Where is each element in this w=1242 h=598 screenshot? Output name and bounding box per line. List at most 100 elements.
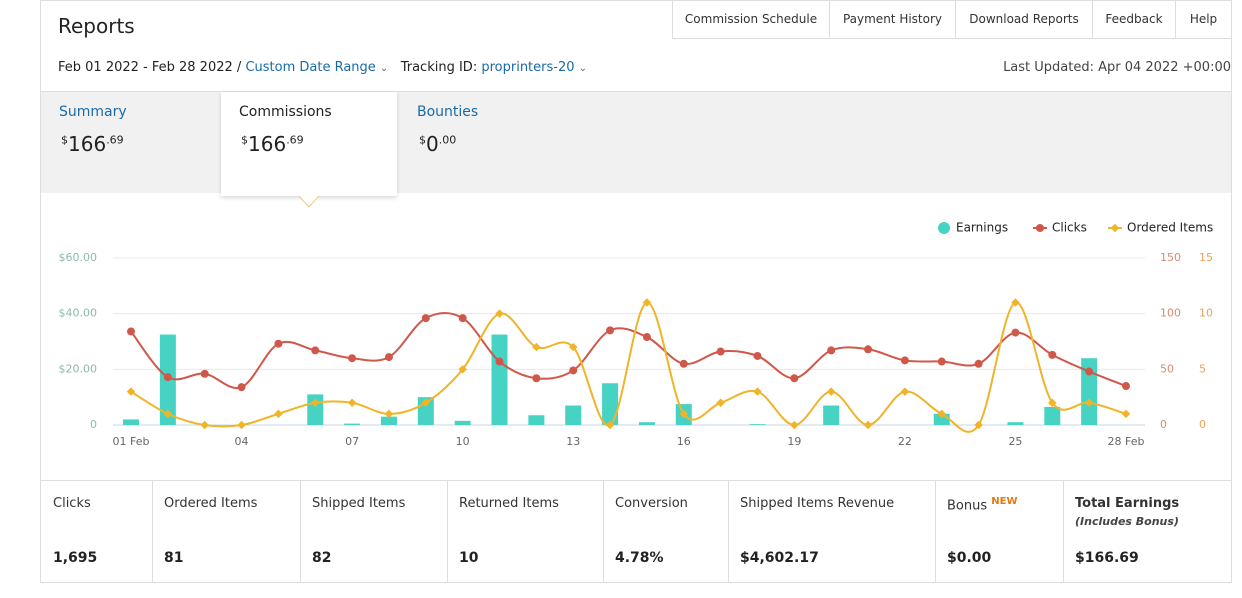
stat: Conversion 4.78% [603, 481, 729, 582]
item-marker [716, 398, 725, 407]
y3-tick-label: 0 [1199, 418, 1206, 431]
click-marker [827, 346, 836, 355]
stat: Ordered Items 81 [152, 481, 301, 582]
y-tick-label: $40.00 [59, 307, 98, 320]
chart: 0 $20.00 $40.00 $60.00 0 50 100 150 0 5 10 15 01 Feb… [59, 195, 1213, 448]
x-tick-label: 07 [345, 435, 359, 448]
click-marker [384, 353, 393, 362]
x-tick-label: 16 [677, 435, 691, 448]
y-tick-label: 0 [90, 418, 97, 431]
nav-button[interactable]: Download Reports [955, 0, 1093, 39]
stat: Clicks 1,695 [41, 481, 153, 582]
fraction: .00 [438, 133, 457, 147]
click-marker [606, 326, 615, 335]
click-marker [421, 314, 430, 323]
stat-header-text: Bonus [947, 498, 988, 514]
y2-tick-label: 0 [1160, 418, 1167, 431]
click-marker [900, 356, 909, 365]
earnings-bar [749, 424, 766, 425]
click-marker [200, 369, 209, 378]
tab[interactable]: Bounties $0.00 [399, 92, 575, 193]
page-title: Reports [58, 14, 135, 38]
earnings-bar [528, 415, 545, 425]
item-marker [384, 409, 394, 419]
tab[interactable]: Commissions $166.69 [221, 92, 397, 196]
earnings-bar [933, 413, 950, 425]
item-marker [274, 409, 283, 419]
stat: Total Earnings (Includes Bonus) $166.69 [1063, 481, 1231, 582]
currency: $ [241, 133, 248, 147]
click-marker [1048, 350, 1057, 359]
y-tick-label: $60.00 [59, 251, 98, 264]
tab-label: Bounties [417, 104, 479, 120]
new-badge: NEW [991, 496, 1018, 507]
click-marker [237, 383, 246, 392]
click-marker [163, 373, 172, 382]
whole: 0 [426, 132, 439, 156]
tab-amount: $166.69 [61, 132, 124, 156]
stat: Returned Items 10 [447, 481, 604, 582]
stat: Bonus NEW $0.00 [935, 481, 1064, 582]
x-tick-label: 13 [566, 435, 580, 448]
tracking-label: Tracking ID: [400, 60, 478, 75]
item-marker [163, 409, 173, 419]
item-marker [126, 387, 136, 396]
item-marker [1048, 398, 1057, 407]
x-tick-label: 28 Feb [1108, 435, 1145, 448]
last-updated: Last Updated: Apr 04 2022 +00:00 [1003, 60, 1231, 75]
stats-table: Clicks 1,695 Ordered Items 81 Shipped Item… [41, 480, 1231, 582]
stat-value: $4,602.17 [740, 550, 819, 566]
stat-header: Bonus NEW [947, 496, 1018, 513]
item-marker [1084, 398, 1094, 407]
click-marker [127, 327, 135, 336]
item-marker [311, 398, 320, 407]
y3-tick-label: 10 [1199, 307, 1213, 320]
click-marker [311, 346, 320, 355]
date-range-link[interactable]: Custom Date Range [245, 60, 376, 75]
report-card [40, 0, 1232, 583]
stat-header: Shipped Items Revenue [740, 496, 895, 511]
item-marker [679, 409, 689, 419]
tab-pointer [298, 195, 320, 208]
date-line: Feb 01 2022 - Feb 28 2022 / Custom Date … [58, 60, 588, 75]
click-marker [753, 351, 762, 360]
legend-swatch [938, 222, 950, 234]
tab-amount: $166.69 [241, 132, 304, 156]
legend-swatch [1036, 224, 1044, 232]
stat-value: 10 [459, 550, 479, 566]
item-marker [458, 365, 467, 374]
earnings-bar [1007, 422, 1024, 425]
y3-tick-label: 15 [1199, 251, 1213, 264]
item-marker [863, 420, 873, 430]
item-marker [974, 420, 983, 430]
nav-button[interactable]: Commission Schedule [672, 0, 830, 39]
x-tick-label: 04 [235, 435, 249, 448]
earnings-bar [1044, 406, 1061, 425]
click-marker [348, 354, 357, 363]
earnings-bar [123, 419, 139, 425]
click-marker [790, 374, 799, 383]
series-line [130, 311, 1127, 390]
y3-tick-label: 5 [1199, 362, 1206, 375]
nav-button[interactable]: Payment History [829, 0, 956, 39]
stat-value: 82 [312, 550, 332, 566]
x-tick-label: 10 [456, 435, 470, 448]
nav-button[interactable]: Help [1175, 0, 1232, 39]
earnings-bar [1081, 358, 1098, 425]
item-marker [753, 387, 762, 396]
click-marker [1085, 367, 1094, 376]
click-marker [716, 347, 725, 356]
tab[interactable]: Summary $166.69 [41, 92, 217, 193]
stat-header: Clicks [53, 496, 91, 511]
nav-button[interactable]: Feedback [1092, 0, 1176, 39]
tracking-id[interactable]: proprinters-20 [481, 60, 575, 75]
item-marker [495, 309, 504, 318]
click-marker [495, 357, 504, 366]
stat-value: $0.00 [947, 550, 992, 566]
click-marker [864, 345, 873, 354]
stat-header: Total Earnings [1075, 496, 1180, 511]
x-tick-label: 01 Feb [113, 435, 150, 448]
date-range: Feb 01 2022 - Feb 28 2022 / [58, 60, 242, 75]
y2-tick-label: 100 [1160, 307, 1181, 320]
